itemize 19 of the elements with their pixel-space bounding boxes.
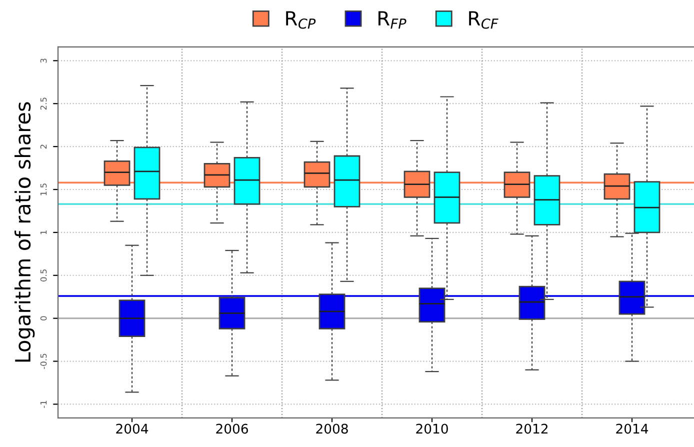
legend-label: R$_{FP}$: [378, 11, 406, 29]
x-tick-label: 2006: [216, 424, 248, 434]
x-tick-label: 2008: [316, 424, 348, 434]
x-tick-label: 2004: [116, 424, 148, 434]
y-tick-label: -0.5: [40, 354, 47, 369]
y-tick-label: 3: [40, 58, 47, 63]
y-tick-label: 1.5: [40, 184, 47, 196]
x-tick-label: 2012: [516, 424, 548, 434]
y-tick-label: 0: [40, 316, 47, 320]
legend-label: R$_{CF}$: [469, 11, 498, 29]
y-tick-label: 2: [40, 144, 47, 149]
legend-label: R$_{CP}$: [286, 11, 316, 29]
y-tick-label: -1: [40, 400, 47, 408]
y-tick-label: 2.5: [40, 98, 47, 110]
y-tick-label: 1: [40, 230, 47, 234]
y-axis-title: Logarithm of ratio shares: [14, 102, 35, 362]
x-tick-label: 2014: [616, 424, 648, 434]
y-tick-label: 0.5: [40, 269, 47, 282]
x-tick-label: 2010: [416, 424, 448, 434]
